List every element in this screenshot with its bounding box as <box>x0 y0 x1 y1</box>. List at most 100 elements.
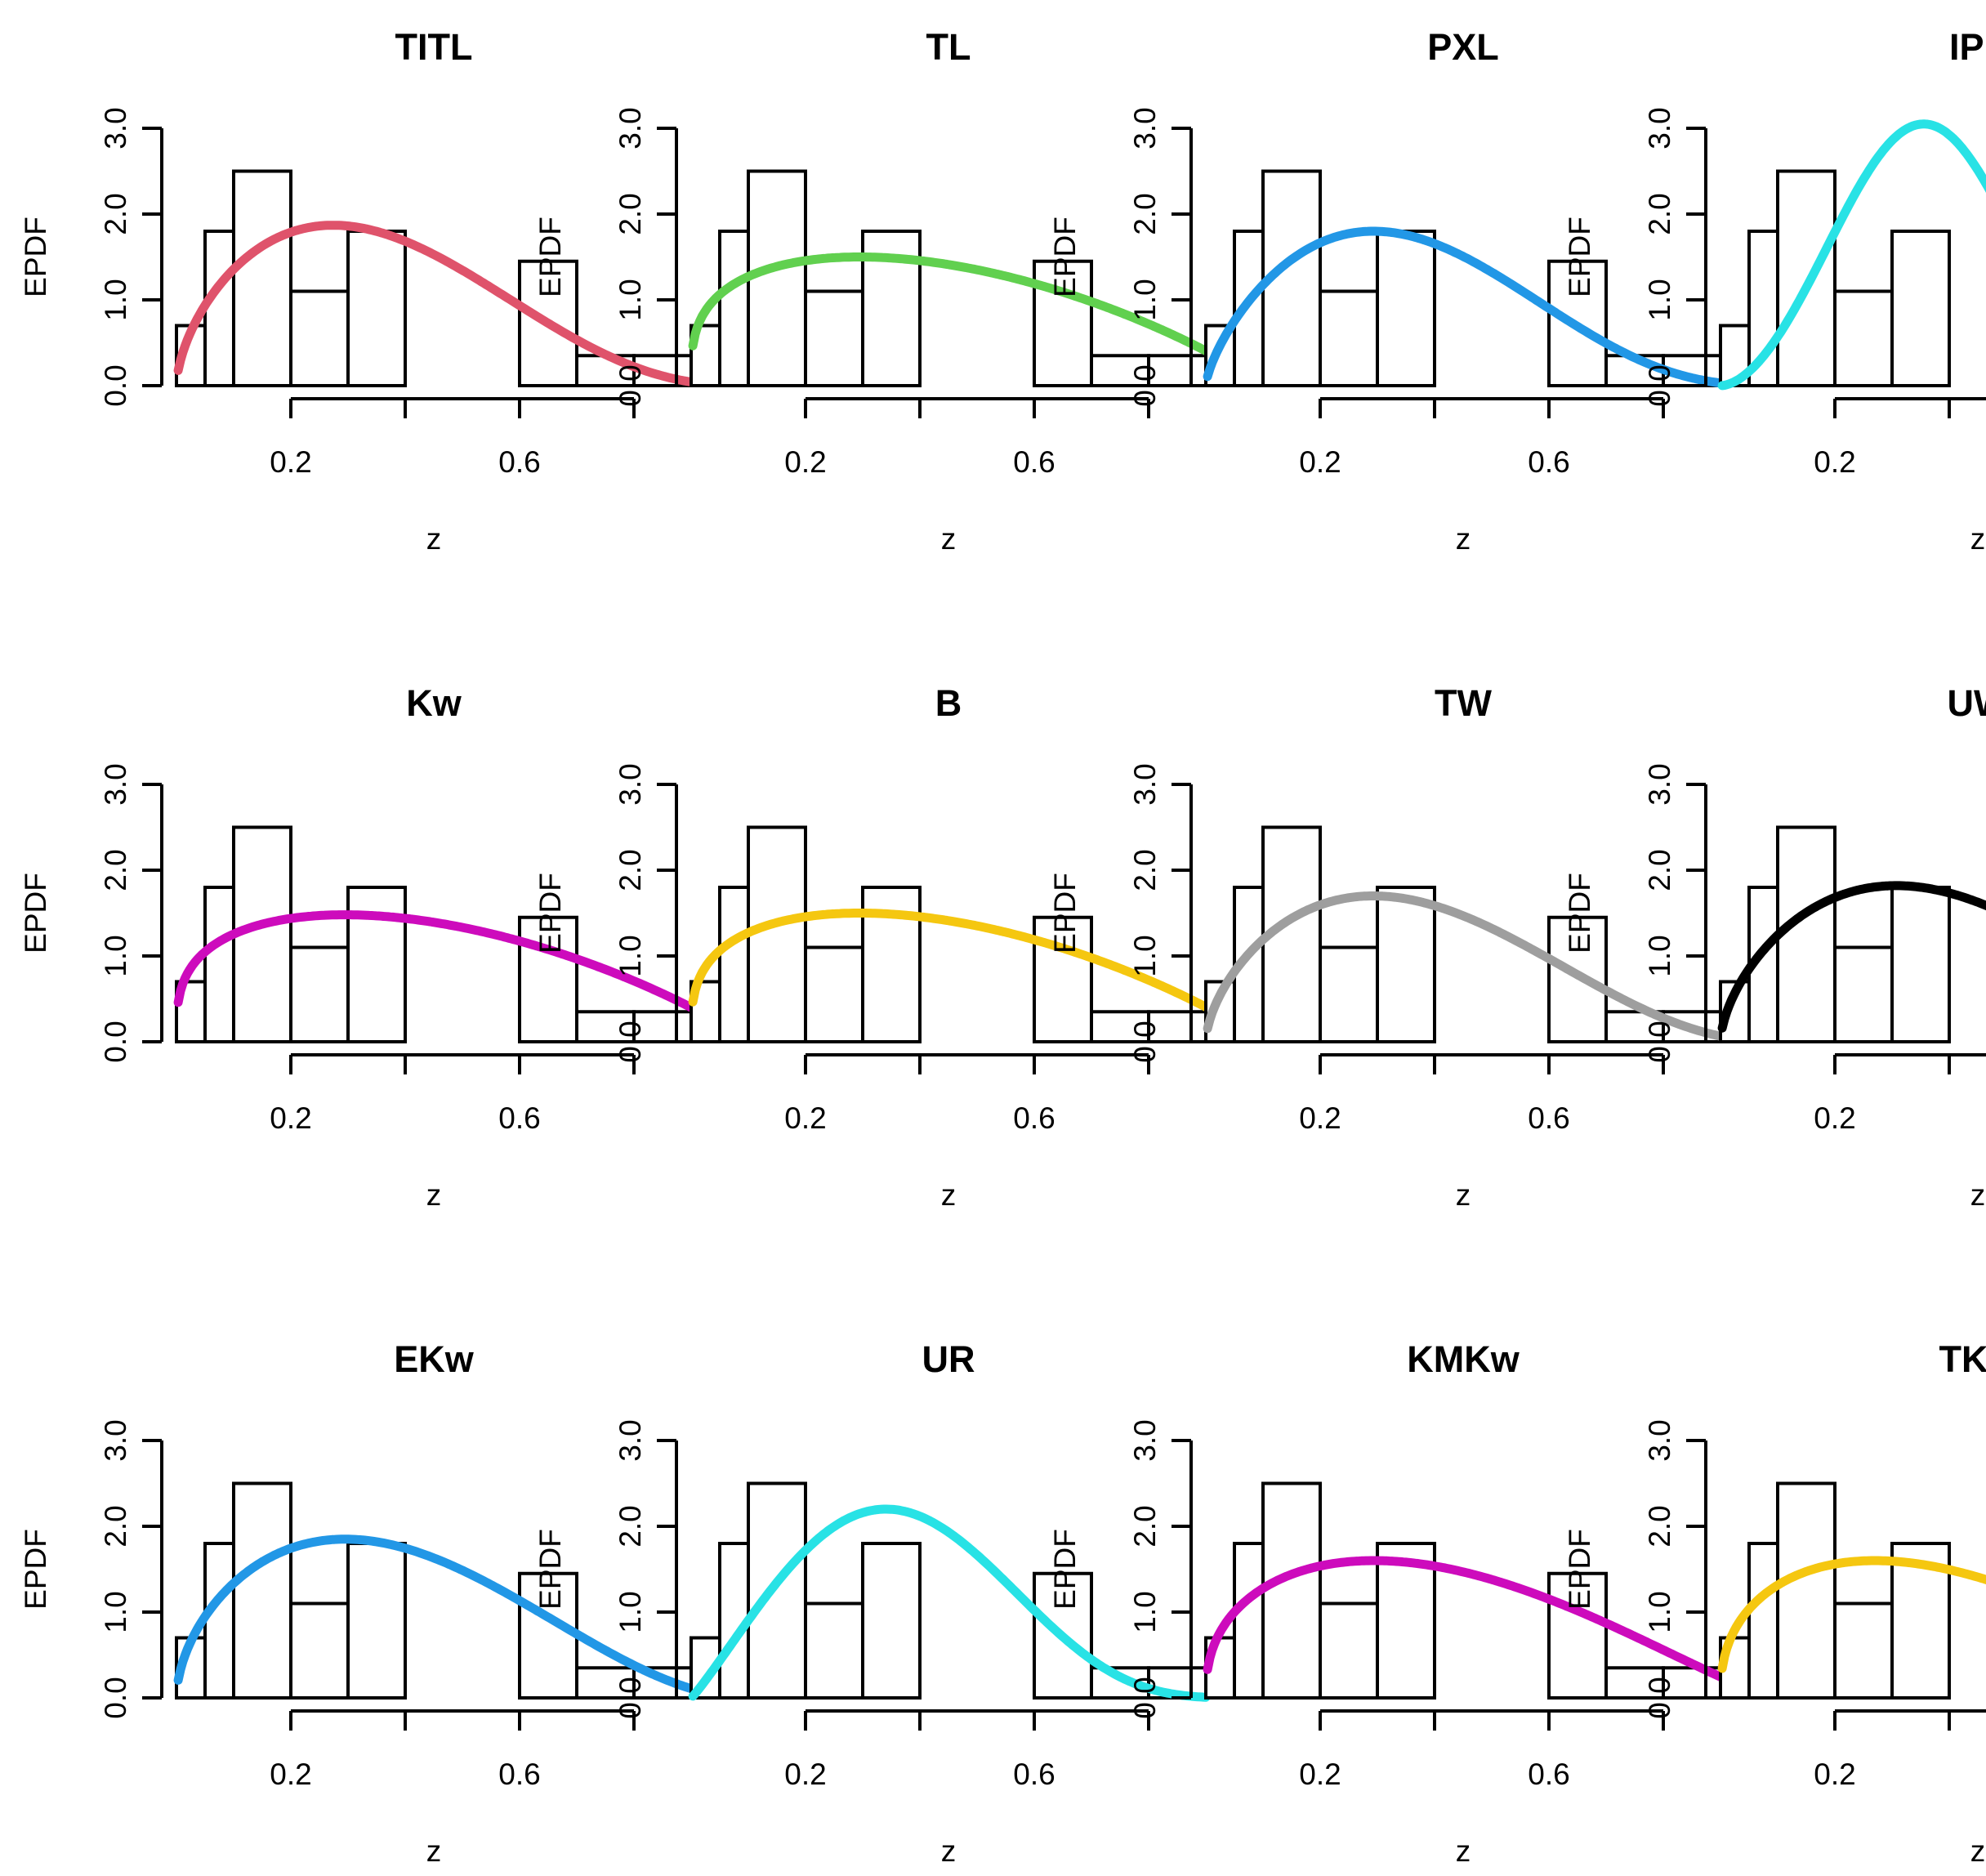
histogram-bar <box>203 886 235 1043</box>
panel-title: KMKw <box>1407 1338 1520 1380</box>
x-tick-label: 0.2 <box>1299 1101 1341 1135</box>
y-axis-label: EPDF <box>1048 873 1082 954</box>
x-tick-label: 0.6 <box>498 445 540 479</box>
panel-titl: TITL 0.0 1.0 2.0 3.0 0.2 0.6 z EPDF <box>19 26 696 556</box>
y-tick-label: 0.0 <box>99 1677 132 1718</box>
histogram-bar <box>346 1542 407 1700</box>
x-axis-label: z <box>1970 522 1986 556</box>
x-tick-label: 0.2 <box>1299 1758 1341 1791</box>
y-axis-label: EPDF <box>1563 1529 1596 1610</box>
y-tick-label: 0.0 <box>614 1021 647 1062</box>
histogram-bar <box>518 915 578 1043</box>
histogram-bar <box>1233 1542 1265 1700</box>
y-tick-label: 0.0 <box>1128 1677 1162 1718</box>
y-tick-label: 3.0 <box>1643 107 1676 149</box>
density-curve <box>688 252 1211 355</box>
histogram-bar <box>1833 289 1894 387</box>
y-tick-label: 1.0 <box>1128 1591 1162 1633</box>
x-axis-label: z <box>1456 1834 1471 1868</box>
histogram-bar <box>346 230 407 387</box>
histogram-bar <box>1261 1481 1322 1700</box>
y-tick-label: 3.0 <box>614 107 647 149</box>
panel-tkw: TKw 0.0 1.0 2.0 3.0 0.20.6 z EPDF <box>1563 1338 1986 1868</box>
x-axis-label: z <box>941 1834 957 1868</box>
y-axis: 0.0 1.0 2.0 3.0 <box>1643 1419 1707 1719</box>
density-curve <box>1203 226 1725 388</box>
y-axis: 0.0 1.0 2.0 3.0 <box>1128 763 1193 1063</box>
histogram-bar <box>289 945 350 1043</box>
y-axis: 0.0 1.0 2.0 3.0 <box>99 1419 163 1719</box>
panel-ur: UR 0.0 1.0 2.0 3.0 0.2 0.6 z EPDF <box>533 1338 1211 1868</box>
y-axis: 0.0 1.0 2.0 3.0 <box>614 763 678 1063</box>
histogram-bar <box>1319 1601 1379 1700</box>
x-tick-label: 0.2 <box>1814 1101 1855 1135</box>
x-axis-label: z <box>426 1178 442 1212</box>
y-tick-label: 2.0 <box>614 849 647 891</box>
x-tick-label: 0.6 <box>1528 1101 1569 1135</box>
x-axis: 0.2 0.6 <box>270 397 636 479</box>
density-curve <box>173 910 696 1012</box>
y-tick-label: 0.0 <box>1128 1021 1162 1062</box>
histogram-bar <box>718 230 750 387</box>
y-tick-label: 0.0 <box>1643 1677 1676 1718</box>
panel-title: PXL <box>1427 26 1499 68</box>
y-axis: 0.0 1.0 2.0 3.0 <box>1643 107 1707 407</box>
histogram-bar <box>1747 1542 1779 1700</box>
x-tick-label: 0.2 <box>784 1758 826 1791</box>
y-tick-label: 3.0 <box>1643 1419 1676 1461</box>
y-axis-label: EPDF <box>1048 1529 1082 1610</box>
histogram-bar <box>1776 825 1836 1043</box>
panel-kmkw: KMKw 0.0 1.0 2.0 3.0 0.2 0.6 z EPDF <box>1048 1338 1725 1868</box>
panel-title: EKw <box>394 1338 475 1380</box>
x-tick-label: 0.2 <box>270 1758 311 1791</box>
histogram-bar <box>861 1542 922 1700</box>
y-axis-label: EPDF <box>533 1529 567 1610</box>
y-tick-label: 1.0 <box>1643 279 1676 320</box>
y-tick-label: 1.0 <box>99 1591 132 1633</box>
panel-title: TKw <box>1939 1338 1986 1380</box>
histogram-bar <box>804 945 864 1043</box>
panel-b: B 0.0 1.0 2.0 3.0 0.2 0.6 z EPDF <box>533 682 1211 1212</box>
y-tick-label: 3.0 <box>1128 107 1162 149</box>
x-tick-label: 0.6 <box>498 1758 540 1791</box>
y-tick-label: 2.0 <box>1643 849 1676 891</box>
y-tick-label: 3.0 <box>1643 763 1676 805</box>
x-axis-label: z <box>426 522 442 556</box>
x-tick-label: 0.2 <box>270 445 311 479</box>
histogram-bar <box>747 825 807 1043</box>
panel-pxl: PXL 0.0 1.0 2.0 3.0 0.2 0.6 z EPDF <box>1048 26 1725 556</box>
y-tick-label: 3.0 <box>99 763 132 805</box>
y-tick-label: 0.0 <box>1128 364 1162 406</box>
x-axis-label: z <box>1456 1178 1471 1212</box>
y-tick-label: 1.0 <box>99 279 132 320</box>
y-tick-label: 2.0 <box>614 1505 647 1547</box>
histogram-bar <box>575 1010 636 1043</box>
y-axis-label: EPDF <box>1048 217 1082 297</box>
y-tick-label: 3.0 <box>99 107 132 149</box>
y-axis: 0.0 1.0 2.0 3.0 <box>1128 107 1193 407</box>
density-curve <box>1203 1556 1725 1682</box>
x-axis: 0.2 0.6 <box>270 1053 636 1135</box>
y-tick-label: 2.0 <box>99 193 132 234</box>
y-tick-label: 3.0 <box>614 1419 647 1461</box>
x-axis: 0.2 0.6 <box>270 1709 636 1791</box>
x-tick-label: 0.6 <box>498 1101 540 1135</box>
y-tick-label: 1.0 <box>614 1591 647 1633</box>
y-tick-label: 1.0 <box>1128 279 1162 320</box>
y-tick-label: 2.0 <box>1128 849 1162 891</box>
x-axis-label: z <box>941 522 957 556</box>
y-tick-label: 0.0 <box>1643 1021 1676 1062</box>
density-curve <box>688 909 1211 1012</box>
histogram-bar <box>1547 1571 1608 1700</box>
histogram-bar <box>203 1542 235 1700</box>
panel-title: B <box>935 682 962 724</box>
y-tick-label: 3.0 <box>99 1419 132 1461</box>
x-tick-label: 0.2 <box>270 1101 311 1135</box>
y-tick-label: 0.0 <box>614 364 647 406</box>
y-tick-label: 0.0 <box>1643 364 1676 406</box>
x-axis-label: z <box>1970 1178 1986 1212</box>
x-axis: 0.2 0.6 <box>1299 1053 1665 1135</box>
y-tick-label: 1.0 <box>99 935 132 976</box>
panel-title: Kw <box>406 682 462 724</box>
